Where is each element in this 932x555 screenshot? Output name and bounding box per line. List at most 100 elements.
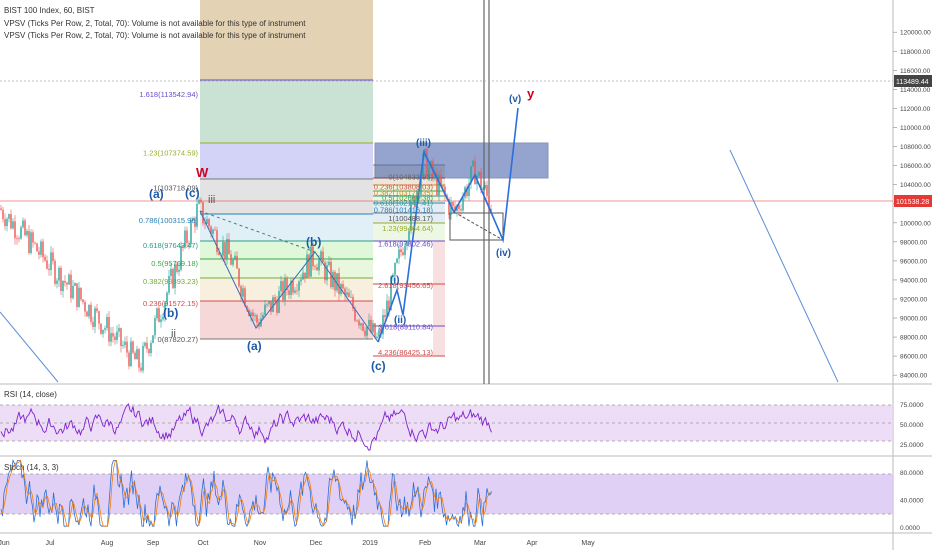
candle-body: [304, 272, 306, 278]
candle-body: [482, 188, 484, 190]
candle-body: [318, 259, 320, 271]
candle-body: [12, 221, 14, 229]
candle-body: [326, 265, 328, 281]
candle-body: [104, 328, 106, 330]
candle-body: [350, 296, 352, 298]
candle-body: [300, 279, 302, 282]
candle-body: [306, 254, 308, 278]
candle-body: [430, 161, 432, 168]
price-tick-label: 92000.00: [900, 296, 927, 303]
candle-body: [206, 219, 208, 224]
price-tick-label: 100000.00: [900, 220, 931, 227]
candle-body: [438, 174, 440, 196]
candle-body: [246, 306, 248, 310]
candle-body: [266, 303, 268, 305]
candle-body: [238, 268, 240, 287]
rsi-tick-label: 50.0000: [900, 422, 924, 429]
candle-body: [182, 246, 184, 248]
price-tick-label: 110000.00: [900, 125, 931, 132]
candle-body: [138, 349, 140, 368]
candle-body: [390, 276, 392, 311]
candle-body: [440, 174, 442, 186]
candle-body: [290, 280, 292, 295]
candle-body: [148, 349, 150, 354]
candle-body: [226, 239, 228, 260]
candle-body: [166, 292, 168, 303]
candle-body: [472, 160, 474, 167]
candle-body: [82, 299, 84, 303]
fib-zone: [200, 241, 373, 259]
fib-label: 0.382(103173.35): [374, 189, 434, 198]
candle-body: [36, 243, 38, 252]
candle-body: [52, 252, 54, 261]
candle-body: [42, 241, 44, 257]
candle-body: [386, 300, 388, 318]
fib-zone: [200, 143, 373, 179]
price-tick-label: 88000.00: [900, 335, 927, 342]
candle-body: [392, 274, 394, 277]
price-tick-label: 118000.00: [900, 49, 931, 56]
time-tick-label: Nov: [254, 540, 267, 547]
candle-body: [200, 199, 202, 203]
fib-label: 2.618(93456.65): [378, 281, 434, 290]
candle-body: [116, 331, 118, 341]
candle-body: [18, 238, 20, 240]
price-tick-label: 120000.00: [900, 30, 931, 37]
candle-body: [264, 304, 266, 315]
candle-body: [14, 221, 16, 239]
candle-body: [372, 323, 374, 333]
candle-body: [98, 311, 100, 324]
wave-label: (iii): [416, 138, 431, 149]
candle-body: [370, 319, 372, 333]
candle-body: [296, 290, 298, 292]
candle-body: [384, 314, 386, 318]
candle-body: [194, 218, 196, 227]
candle-body: [486, 184, 488, 196]
candle-body: [112, 333, 114, 337]
candle-body: [108, 317, 110, 342]
candle-body: [256, 315, 258, 323]
candle-body: [212, 229, 214, 234]
candle-body: [186, 230, 188, 243]
candle-body: [268, 300, 270, 304]
candle-body: [62, 280, 64, 292]
candle-body: [142, 345, 144, 371]
candle-body: [132, 341, 134, 353]
price-tick-label: 94000.00: [900, 277, 927, 284]
wave-dashed: [199, 210, 316, 253]
price-axis[interactable]: 120000.00 118000.00 116000.00 114000.00 1120…: [893, 30, 931, 380]
fib-label: 0(104833.93): [388, 173, 433, 182]
candle-body: [204, 223, 206, 225]
candle-body: [38, 251, 40, 255]
time-tick-label: 2019: [362, 540, 378, 547]
candle-body: [34, 242, 36, 244]
candle-body: [272, 297, 274, 313]
candle-body: [4, 219, 6, 227]
candle-body: [54, 260, 56, 284]
candle-body: [22, 220, 24, 228]
candle-body: [410, 200, 412, 231]
candle-body: [406, 241, 408, 247]
candle-body: [346, 292, 348, 296]
candle-body: [90, 304, 92, 322]
candle-body: [480, 171, 482, 190]
time-tick-label: Sep: [147, 540, 160, 547]
candle-body: [234, 255, 236, 260]
candle-body: [270, 300, 272, 313]
time-tick-label: Apr: [527, 540, 539, 547]
fib-label: 0.236(91572.15): [143, 299, 199, 308]
candle-body: [366, 326, 368, 336]
candle-body: [162, 316, 164, 320]
candle-body: [228, 239, 230, 255]
stoch-tick-label: 40.0000: [900, 498, 924, 505]
candle-body: [382, 314, 384, 335]
candle-body: [360, 323, 362, 326]
candle-body: [398, 249, 400, 259]
candle-body: [402, 252, 404, 256]
candle-body: [368, 319, 370, 327]
candle-body: [378, 329, 380, 337]
candle-body: [282, 281, 284, 301]
time-axis[interactable]: Jun Jul Aug Sep Oct Nov Dec 2019 Feb Mar Apr May: [0, 540, 595, 547]
